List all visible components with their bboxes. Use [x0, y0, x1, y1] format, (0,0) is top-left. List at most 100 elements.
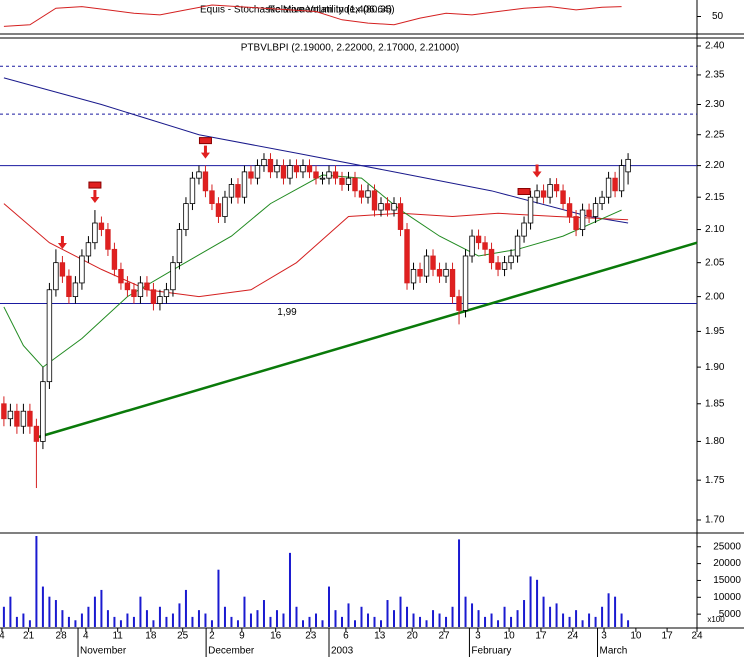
- volume-unit: x100: [707, 615, 725, 624]
- candle-body: [540, 190, 547, 198]
- candle-body: [293, 165, 300, 173]
- candle-body: [209, 190, 215, 205]
- candle-body: [131, 289, 137, 298]
- candle-body: [358, 190, 365, 198]
- month-label: November: [80, 646, 127, 657]
- month-label: March: [600, 646, 628, 657]
- candle-body: [92, 222, 98, 244]
- candle-body: [196, 171, 202, 179]
- candle-body: [105, 229, 111, 250]
- signal-arrow: [90, 190, 100, 204]
- y-tick-label: 1.70: [705, 515, 725, 526]
- candle-body: [287, 165, 293, 179]
- volume-tick-label: 10000: [713, 592, 741, 603]
- x-tick-label: 17: [662, 631, 674, 642]
- candle-body: [235, 184, 241, 198]
- exit-box: [198, 137, 212, 145]
- volume-tick-label: 15000: [713, 575, 741, 586]
- candle-body: [371, 190, 378, 211]
- x-tick-label: 27: [439, 631, 451, 642]
- candle-body: [124, 282, 131, 291]
- candle-body: [423, 255, 430, 277]
- month-label: February: [471, 646, 511, 657]
- candle-body: [150, 289, 157, 304]
- candle-body: [391, 203, 397, 211]
- x-tick-label: 18: [145, 631, 157, 642]
- candle-body: [27, 410, 33, 427]
- candle-body: [189, 177, 196, 205]
- y-tick-label: 2.00: [705, 291, 725, 302]
- candle-body: [469, 235, 475, 257]
- y-tick-label: 2.15: [705, 192, 725, 203]
- candle-body: [176, 229, 183, 264]
- oscillator-tick-label: 50: [712, 11, 724, 22]
- volume-tick-label: 20000: [713, 558, 741, 569]
- candle-body: [183, 203, 189, 230]
- candle-body: [319, 177, 326, 180]
- candle-body: [514, 235, 521, 257]
- candle-body: [449, 268, 456, 298]
- candle-body: [527, 196, 534, 224]
- x-tick-label: 24: [691, 631, 703, 642]
- candle-body: [313, 171, 319, 179]
- month-label: December: [208, 646, 255, 657]
- candle-body: [33, 425, 40, 442]
- candle-body: [14, 410, 20, 427]
- y-tick-label: 1.85: [705, 398, 725, 409]
- candle-body: [118, 268, 124, 284]
- candle-body: [384, 203, 391, 211]
- candle-body: [137, 282, 144, 298]
- x-tick-label: 17: [535, 631, 547, 642]
- candle-body: [85, 242, 92, 257]
- y-tick-label: 2.20: [705, 160, 725, 171]
- candle-body: [7, 410, 14, 420]
- candle-body: [254, 165, 261, 179]
- candle-body: [300, 165, 306, 173]
- candle-body: [547, 184, 553, 198]
- candle-body: [521, 222, 527, 237]
- candle-body: [46, 289, 53, 383]
- signal-arrow: [57, 235, 67, 249]
- candle-body: [443, 268, 449, 277]
- candle-body: [625, 158, 631, 173]
- candle-body: [534, 190, 540, 198]
- y-tick-label: 1.80: [705, 436, 725, 447]
- candle-body: [430, 255, 436, 270]
- candle-body: [157, 296, 163, 304]
- x-tick-label: 6: [343, 631, 349, 642]
- x-tick-label: 3: [601, 631, 607, 642]
- x-tick-label: 4: [0, 631, 5, 642]
- candle-body: [410, 268, 417, 284]
- candle-body: [599, 196, 605, 205]
- candle-body: [241, 171, 248, 198]
- indicator-line: [3, 203, 629, 298]
- x-tick-label: 25: [177, 631, 189, 642]
- x-tick-label: 28: [56, 631, 68, 642]
- volume-tick-label: 5000: [719, 609, 742, 620]
- y-tick-label: 1.75: [705, 475, 725, 486]
- x-tick-label: 10: [630, 631, 642, 642]
- level-label: 1,99: [277, 307, 297, 318]
- candle-body: [579, 209, 586, 230]
- candle-body: [79, 255, 85, 284]
- candle-body: [352, 177, 358, 192]
- x-tick-label: 21: [23, 631, 35, 642]
- x-tick-label: 10: [504, 631, 516, 642]
- candle-body: [306, 165, 313, 173]
- candle-body: [495, 262, 501, 270]
- candle-body: [345, 177, 352, 185]
- candle-body: [261, 158, 267, 167]
- candle-body: [365, 190, 371, 198]
- candle-body: [573, 216, 579, 230]
- candle-body: [488, 248, 495, 264]
- candle-body: [501, 262, 508, 270]
- candle-body: [605, 177, 612, 198]
- chart-title: PTBVLBPI (2.19000, 2.22000, 2.17000, 2.2…: [241, 43, 460, 54]
- candle-body: [482, 242, 488, 250]
- candle-body: [332, 171, 339, 179]
- candle-body: [20, 410, 27, 427]
- candle-body: [586, 209, 592, 217]
- candle-body: [618, 165, 625, 192]
- y-tick-label: 2.40: [705, 41, 725, 52]
